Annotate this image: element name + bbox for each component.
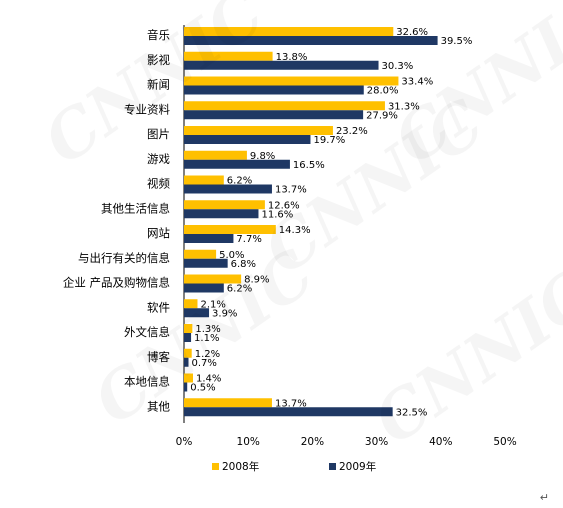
data-label: 14.3% xyxy=(279,225,311,236)
data-label: 30.3% xyxy=(382,61,414,72)
category-label: 新闻 xyxy=(147,78,170,92)
data-label: 12.6% xyxy=(268,200,300,211)
bar-2008 xyxy=(184,150,247,160)
bar-2008 xyxy=(184,324,193,333)
bar-2008 xyxy=(184,398,272,408)
category-label: 网站 xyxy=(147,226,170,240)
data-label: 28.0% xyxy=(367,86,399,97)
category-label: 企业 产品及购物信息 xyxy=(63,276,170,290)
paragraph-mark: ↵ xyxy=(539,491,549,504)
bar-2008 xyxy=(184,348,192,358)
bar-2009 xyxy=(184,159,290,169)
data-label: 7.7% xyxy=(236,234,261,245)
bar-2008 xyxy=(184,27,394,36)
x-tick-label: 10% xyxy=(237,436,260,448)
x-tick-label: 30% xyxy=(365,436,388,448)
legend-swatch-2009 xyxy=(329,463,336,470)
x-tick-label: 20% xyxy=(301,436,324,448)
bar-2009 xyxy=(184,283,224,293)
legend-label: 2009年 xyxy=(339,460,376,473)
data-label: 5.0% xyxy=(219,250,244,261)
category-label: 博客 xyxy=(147,350,170,364)
bar-2008 xyxy=(184,76,399,86)
data-label: 1.2% xyxy=(195,349,220,360)
category-label: 视频 xyxy=(147,177,170,191)
bar-2009 xyxy=(184,382,188,392)
bar-2009 xyxy=(184,407,393,417)
bar-2008 xyxy=(184,51,273,61)
bar-2008 xyxy=(184,274,242,284)
data-label: 1.4% xyxy=(196,374,221,385)
data-label: 32.5% xyxy=(396,407,428,418)
data-label: 13.7% xyxy=(275,185,307,196)
category-label: 音乐 xyxy=(147,28,170,42)
data-label: 11.6% xyxy=(261,209,293,220)
bar-2009 xyxy=(184,110,364,120)
data-label: 33.4% xyxy=(401,77,433,88)
bar-2008 xyxy=(184,299,198,309)
bar-2009 xyxy=(184,184,272,194)
bar-2008 xyxy=(184,101,385,111)
data-label: 19.7% xyxy=(313,135,345,146)
bar-2009 xyxy=(184,135,311,144)
category-label: 图片 xyxy=(147,127,170,141)
data-label: 23.2% xyxy=(336,126,368,137)
category-label: 专业资料 xyxy=(124,102,170,116)
data-label: 31.3% xyxy=(388,101,420,112)
data-label: 32.6% xyxy=(396,27,428,38)
bar-2009 xyxy=(184,36,438,45)
category-label: 软件 xyxy=(147,300,170,314)
bar-2009 xyxy=(184,60,379,70)
category-label: 影视 xyxy=(147,53,170,67)
bar-2009 xyxy=(184,308,210,318)
bar-2008 xyxy=(184,175,224,185)
x-tick-label: 0% xyxy=(176,436,193,448)
category-label: 其他 xyxy=(147,399,170,413)
data-label: 2.1% xyxy=(200,299,225,310)
data-label: 6.2% xyxy=(227,284,252,295)
x-tick-label: 40% xyxy=(429,436,452,448)
data-label: 9.8% xyxy=(250,151,275,162)
category-label: 本地信息 xyxy=(124,375,170,389)
bar-2008 xyxy=(184,225,276,234)
bar-2009 xyxy=(184,234,234,243)
data-label: 16.5% xyxy=(293,160,325,171)
bar-2008 xyxy=(184,249,217,259)
bar-2009 xyxy=(184,85,364,95)
data-label: 8.9% xyxy=(244,275,269,286)
category-label: 与出行有关的信息 xyxy=(78,251,170,265)
data-label: 0.5% xyxy=(190,383,215,394)
category-label: 外文信息 xyxy=(124,325,170,339)
bar-2009 xyxy=(184,357,189,367)
bar-2009 xyxy=(184,209,259,219)
data-label: 3.9% xyxy=(212,308,237,319)
data-label: 1.1% xyxy=(194,333,219,344)
data-label: 6.2% xyxy=(227,176,252,187)
data-label: 1.3% xyxy=(195,324,220,335)
data-label: 39.5% xyxy=(441,36,473,47)
bar-2008 xyxy=(184,200,265,210)
category-label: 游戏 xyxy=(147,152,170,166)
legend-swatch-2008 xyxy=(212,463,219,470)
data-label: 0.7% xyxy=(191,358,216,369)
data-label: 6.8% xyxy=(231,259,256,270)
data-label: 13.8% xyxy=(276,52,308,63)
category-label: 其他生活信息 xyxy=(101,201,170,215)
bar-2009 xyxy=(184,258,228,268)
bar-2008 xyxy=(184,126,333,135)
bar-2009 xyxy=(184,333,192,342)
data-label: 27.9% xyxy=(366,110,398,121)
bar-2008 xyxy=(184,373,193,383)
data-label: 13.7% xyxy=(275,398,307,409)
x-tick-label: 50% xyxy=(493,436,516,448)
legend-label: 2008年 xyxy=(222,460,259,473)
